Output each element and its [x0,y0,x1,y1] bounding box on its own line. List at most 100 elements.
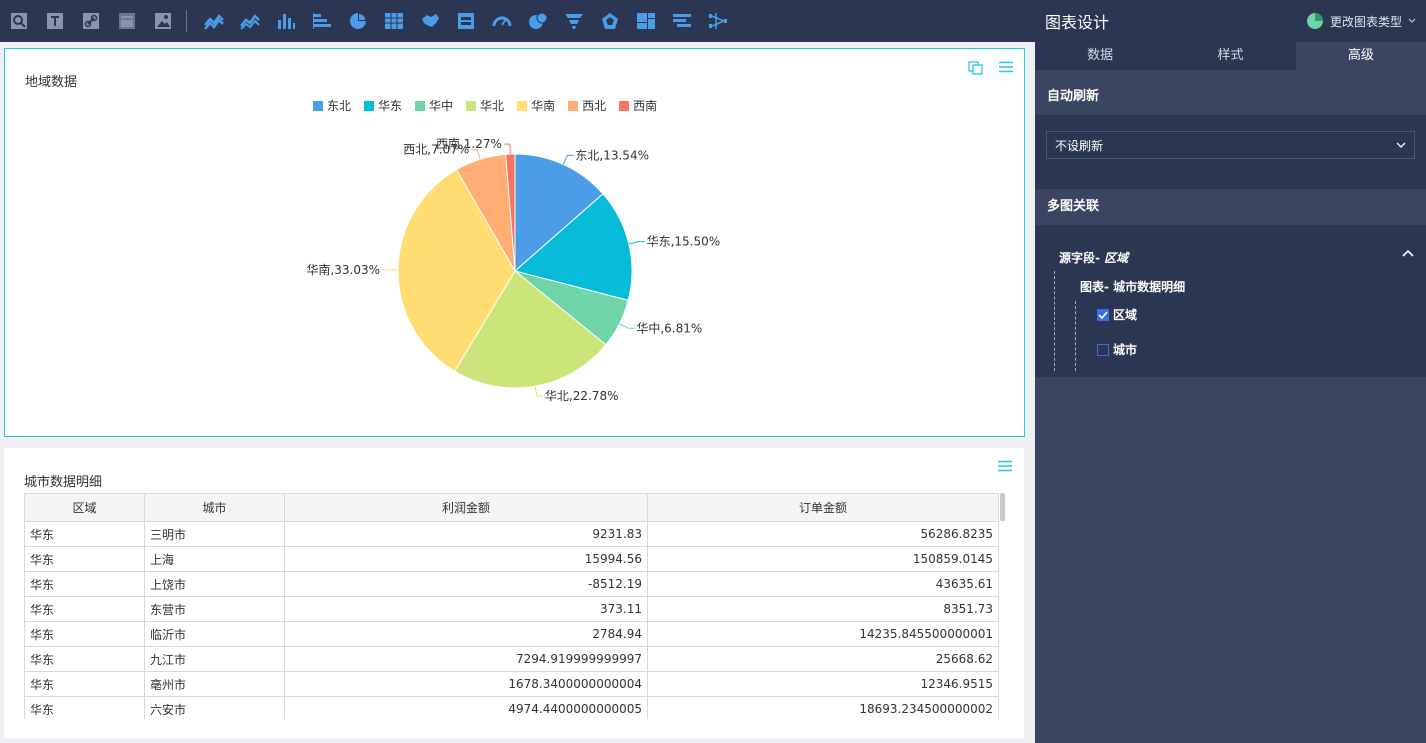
legend-swatch [619,100,630,111]
link-icon[interactable] [80,10,102,32]
treemap-icon[interactable] [635,10,657,32]
table-scrollbar[interactable] [1000,493,1005,521]
refresh-interval-select[interactable]: 不设刷新 [1046,131,1415,159]
panel-title: 图表设计 [1045,13,1110,32]
legend-swatch [517,100,528,111]
auto-refresh-section: 不设刷新 [1035,115,1426,189]
copy-icon[interactable] [968,61,984,75]
legend-item[interactable]: 华东 [364,97,402,114]
linkage-option-region[interactable]: 区域 [1097,306,1137,323]
table-cell: 临沂市 [144,621,285,647]
table-icon[interactable] [383,10,405,32]
source-field-name: 区域 [1104,251,1129,265]
linkage-option-city[interactable]: 城市 [1097,341,1137,358]
legend-item[interactable]: 东北 [313,97,351,114]
horizontal-bar-chart-icon[interactable] [311,10,333,32]
bar-chart-icon[interactable] [275,10,297,32]
change-chart-type-button[interactable]: 更改图表类型 [1306,12,1416,30]
column-header[interactable]: 城市 [144,493,285,522]
table-header-row: 区域 城市 利润金额 订单金额 [24,493,999,522]
caret-down-icon [1408,18,1416,23]
table-cell: 25668.62 [647,646,999,672]
table-cell: 12346.9515 [647,671,999,697]
label-leader-line [503,143,511,155]
option-label: 城市 [1113,343,1138,357]
legend-swatch [364,100,375,111]
pie-data-label: 华东,15.50% [647,235,721,249]
table-cell: -8512.19 [284,571,648,597]
legend-item[interactable]: 华北 [466,97,504,114]
radar-icon[interactable] [599,10,621,32]
table-cell: 373.11 [284,596,648,622]
panel-menu-icon[interactable] [998,460,1012,472]
table-cell: 三明市 [144,521,285,547]
tab-advanced[interactable]: 高级 [1295,42,1426,70]
table-cell: 18693.234500000002 [647,696,999,719]
bubble-icon[interactable] [527,10,549,32]
table-row[interactable]: 华东 九江市 7294.919999999997 25668.62 [24,646,999,672]
table-cell: 1678.3400000000004 [284,671,648,697]
text-icon[interactable] [44,10,66,32]
line-chart-icon[interactable] [203,10,225,32]
pie-slice[interactable] [513,193,633,301]
panel-menu-icon[interactable] [999,61,1013,73]
table-cell: 15994.56 [284,546,648,572]
table-row[interactable]: 华东 亳州市 1678.3400000000004 12346.9515 [24,671,999,697]
tree-line [1075,301,1076,371]
table-row[interactable]: 华东 东营市 373.11 8351.73 [24,596,999,622]
pie-slice[interactable] [397,169,516,372]
table-row[interactable]: 华东 上海 15994.56 150859.0145 [24,546,999,572]
table-cell: 九江市 [144,646,285,672]
column-header[interactable]: 利润金额 [284,493,648,522]
pie-data-label: 华南,33.03% [306,262,380,277]
pie-data-label: 西南,1.27% [436,136,502,151]
image-icon[interactable] [152,10,174,32]
gauge-icon[interactable] [491,10,513,32]
table-cell: 4974.4400000000005 [284,696,648,719]
pie-chart-icon[interactable] [347,10,369,32]
tab-data[interactable]: 数据 [1087,48,1114,63]
table-cell: 六安市 [144,696,285,719]
sankey-icon[interactable] [707,10,729,32]
legend-item[interactable]: 西南 [619,97,657,114]
iframe-icon[interactable] [116,10,138,32]
legend-item[interactable]: 华南 [517,97,555,114]
chevron-up-icon[interactable] [1402,249,1414,257]
data-table-container[interactable]: 区域 城市 利润金额 订单金额 华东 三明市 9231.83 56286.8235 华东 上海 1… [24,493,1006,719]
table-row[interactable]: 华东 六安市 4974.4400000000005 18693.23450000000… [24,696,999,719]
source-field: 源字段- 区域 [1059,249,1128,266]
legend-item[interactable]: 华中 [415,97,453,114]
legend-label: 华南 [531,99,556,113]
query-control-icon[interactable] [8,10,30,32]
table-cell: 华东 [24,646,145,672]
pie-chart-panel[interactable]: 地域数据 东北 华东 华中 华北 华南 西北 西南 东北,13.54% 华东,15.50% 华中… [4,48,1025,437]
option-label: 区域 [1113,308,1138,322]
pie-chart-type-icon [1306,13,1323,29]
legend-item[interactable]: 西北 [568,97,606,114]
table-panel-title: 城市数据明细 [24,475,103,490]
dashboard-canvas: 地域数据 东北 华东 华中 华北 华南 西北 西南 东北,13.54% 华东,15.50% 华中… [0,42,1035,743]
table-cell: 150859.0145 [647,546,999,572]
tree-line [1054,271,1055,371]
pie-slice[interactable] [453,270,607,389]
ranking-icon[interactable] [671,10,693,32]
table-row[interactable]: 华东 三明市 9231.83 56286.8235 [24,521,999,547]
chart-design-panel: 图表设计 更改图表类型 数据 样式 高级 自动刷新 不设刷新 多图关联 源字段-… [1035,0,1426,743]
table-row[interactable]: 华东 上饶市 -8512.19 43635.61 [24,571,999,597]
china-map-icon[interactable] [419,10,441,32]
design-tabs: 数据 样式 高级 [1035,42,1426,70]
indicator-card-icon[interactable] [455,10,477,32]
table-cell: 8351.73 [647,596,999,622]
checkbox-unchecked[interactable] [1097,343,1109,356]
legend-swatch [415,100,426,111]
column-header[interactable]: 订单金额 [647,493,999,522]
pie-chart: 东北,13.54% 华东,15.50% 华中,6.81% 华北,22.78% 华南,33… [306,136,721,403]
linked-chart-label: 图表- 城市数据明细 [1080,280,1186,294]
funnel-icon[interactable] [563,10,585,32]
area-chart-icon[interactable] [239,10,261,32]
table-row[interactable]: 华东 临沂市 2784.94 14235.845500000001 [24,621,999,647]
column-header[interactable]: 区域 [24,493,145,522]
table-cell: 亳州市 [144,671,285,697]
tab-style[interactable]: 样式 [1217,48,1244,63]
checkbox-checked[interactable] [1097,308,1109,321]
